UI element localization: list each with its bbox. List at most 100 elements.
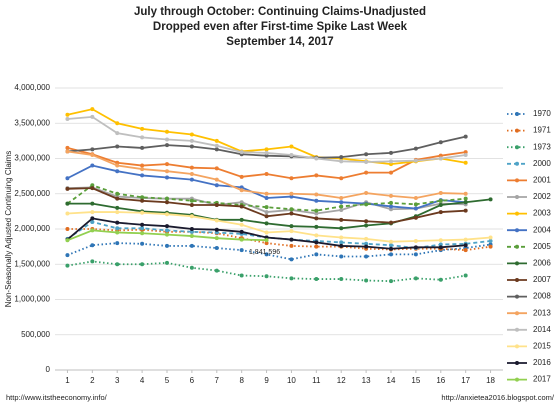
point [115, 205, 120, 210]
point [214, 203, 219, 208]
point [463, 160, 468, 165]
legend-marker [515, 112, 519, 116]
x-tick-label: 8 [239, 376, 244, 385]
point [364, 160, 369, 165]
point [339, 195, 344, 200]
source: http://www.itstheeconomy.info/ [6, 393, 108, 402]
point [165, 212, 169, 217]
point [314, 208, 319, 213]
point [264, 230, 269, 235]
point [339, 204, 344, 209]
y-tick-label: 0 [46, 365, 51, 374]
legend-label: 2001 [533, 176, 551, 185]
x-tick-label: 6 [190, 376, 195, 385]
point [413, 206, 418, 211]
point [339, 243, 344, 248]
point [214, 166, 219, 171]
y-tick-label: 1,500,000 [14, 259, 50, 268]
point [214, 177, 219, 182]
point [438, 156, 443, 161]
point [115, 191, 120, 196]
series-line [67, 164, 466, 210]
point [115, 196, 120, 201]
point [65, 263, 70, 268]
point [115, 262, 120, 267]
point [488, 197, 493, 202]
point [189, 265, 194, 270]
point [165, 232, 169, 237]
legend-label: 2007 [533, 275, 551, 284]
point [289, 224, 294, 229]
legend-label: 2015 [533, 342, 551, 351]
point [289, 243, 294, 248]
point [189, 203, 194, 208]
point [389, 220, 393, 225]
point [214, 183, 219, 188]
point [90, 219, 95, 224]
legend-marker [515, 211, 519, 216]
point [90, 152, 95, 157]
series-line [67, 228, 491, 252]
point [364, 191, 369, 196]
point [289, 152, 294, 157]
point [115, 160, 120, 165]
y-tick-label: 500,000 [21, 330, 50, 339]
point [264, 205, 269, 210]
point [214, 230, 219, 235]
point [115, 163, 120, 168]
point [413, 158, 418, 163]
point [140, 210, 145, 215]
x-tick-label: 9 [264, 376, 269, 385]
point [65, 186, 70, 191]
point [239, 237, 244, 242]
point [239, 188, 244, 193]
point [289, 191, 294, 196]
series-line [67, 242, 491, 261]
point [339, 217, 344, 222]
point [65, 145, 70, 150]
point [214, 246, 219, 251]
x-tick-label: 3 [115, 376, 120, 385]
chart-title: Dropped even after First-time Spike Last… [153, 21, 408, 33]
point [463, 208, 468, 213]
point [90, 163, 95, 168]
point [413, 276, 418, 281]
point [314, 233, 319, 238]
point [115, 226, 120, 231]
point [314, 244, 319, 249]
point [214, 218, 219, 223]
point [140, 167, 145, 172]
point [239, 248, 244, 253]
point [214, 147, 219, 152]
point [389, 159, 393, 164]
point [239, 150, 244, 155]
point [339, 277, 344, 282]
point [115, 210, 120, 215]
point [389, 150, 393, 155]
point [364, 152, 369, 157]
x-tick-label: 5 [165, 376, 170, 385]
point [438, 245, 443, 250]
point [189, 198, 194, 203]
point [189, 165, 194, 170]
point [264, 214, 269, 219]
legend-marker [515, 195, 519, 199]
legend-label: 2006 [533, 259, 551, 268]
point [165, 224, 169, 229]
point [140, 135, 145, 140]
point [339, 240, 344, 245]
point [239, 200, 244, 205]
point [214, 268, 219, 273]
point [389, 204, 393, 209]
point [165, 129, 169, 134]
point [438, 203, 443, 208]
point [339, 176, 344, 181]
point [140, 195, 145, 200]
point [438, 210, 443, 215]
point [438, 242, 443, 247]
point [364, 236, 369, 241]
point [264, 274, 269, 279]
point [189, 144, 194, 149]
legend-marker [515, 161, 519, 166]
point [90, 259, 95, 264]
